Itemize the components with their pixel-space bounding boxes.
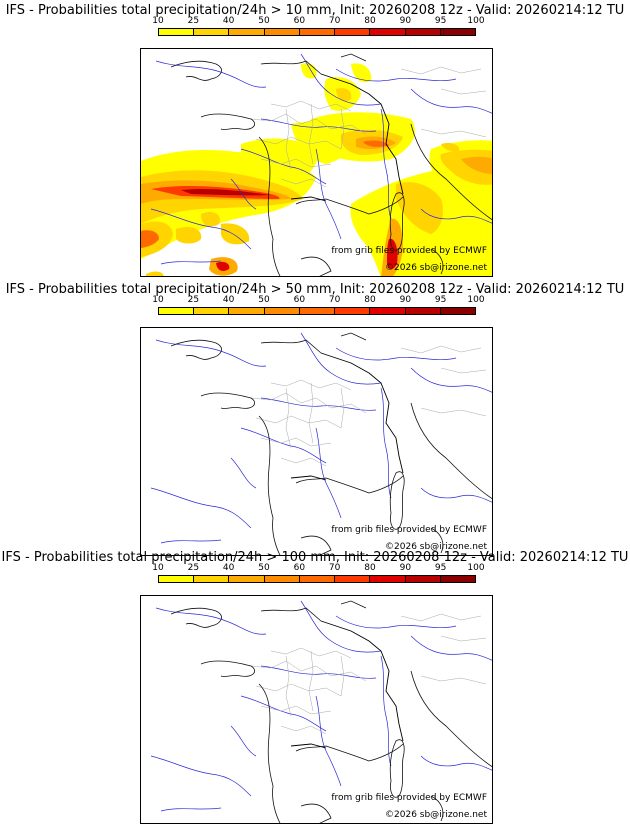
map-area: from grib files provided by ECMWF ©2026 …: [140, 48, 493, 277]
colorbar-swatch: [194, 576, 230, 582]
colorbar-swatch: [335, 29, 371, 35]
rivers: [150, 53, 492, 265]
colorbar-ticks: 10 25 40 50 60 70 80 90 95 100: [152, 295, 484, 306]
colorbar-swatch: [440, 576, 475, 582]
colorbar-swatch: [159, 29, 195, 35]
panel-title: IFS - Probabilities total precipitation/…: [1, 550, 629, 565]
colorbar-swatch: [229, 576, 265, 582]
colorbar-tick-label: 100: [467, 295, 485, 305]
colorbar-swatches: [158, 28, 476, 36]
colorbar-swatch: [299, 29, 336, 35]
colorbar-swatch: [229, 29, 265, 35]
colorbar-swatch: [159, 308, 195, 314]
colorbar-ticks: 10 25 40 50 60 70 80 90 95 100: [152, 563, 484, 574]
colorbar-swatch: [299, 576, 336, 582]
colorbar-swatch: [264, 29, 300, 35]
colorbar-swatches: [158, 575, 476, 583]
colorbar-tick-label: 25: [187, 295, 200, 305]
colorbar-swatch: [370, 576, 406, 582]
credit-copyright: ©2026 sb@irizone.net: [385, 542, 487, 552]
colorbar-swatch: [299, 308, 336, 314]
map-area: from grib files provided by ECMWF ©2026 …: [140, 327, 493, 556]
credit-source: from grib files provided by ECMWF: [331, 793, 487, 803]
colorbar-swatch: [405, 29, 441, 35]
colorbar-tick-label: 50: [258, 16, 270, 26]
panel-10mm: IFS - Probabilities total precipitation/…: [0, 0, 630, 277]
precipitation-field: [141, 63, 492, 276]
colorbar-swatch: [335, 308, 371, 314]
colorbar-tick-label: 40: [222, 563, 235, 573]
country-borders: [290, 352, 404, 481]
colorbar: 10 25 40 50 60 70 80 90 95 100: [152, 563, 485, 589]
colorbar-tick-label: 25: [187, 16, 200, 26]
colorbar-tick-label: 60: [293, 563, 306, 573]
map-svg: [150, 600, 492, 823]
coastlines: [170, 53, 492, 276]
colorbar-tick-label: 95: [434, 563, 447, 573]
colorbar-tick-label: 10: [152, 563, 164, 573]
colorbar-swatch: [335, 576, 371, 582]
coastlines: [170, 332, 492, 555]
colorbar-tick-label: 80: [364, 295, 376, 305]
colorbar: 10 25 40 50 60 70 80 90 95 100: [152, 295, 485, 321]
colorbar-tick-label: 25: [187, 563, 200, 573]
credit-source: from grib files provided by ECMWF: [331, 525, 487, 535]
colorbar-ticks: 10 25 40 50 60 70 80 90 95 100: [152, 16, 484, 27]
colorbar-tick-label: 10: [152, 295, 164, 305]
panel-100mm: IFS - Probabilities total precipitation/…: [0, 547, 630, 824]
panel-title: IFS - Probabilities total precipitation/…: [5, 282, 625, 297]
colorbar: 10 25 40 50 60 70 80 90 95 100: [152, 16, 485, 42]
colorbar-tick-label: 60: [293, 16, 306, 26]
colorbar-tick-label: 90: [399, 16, 412, 26]
colorbar-swatch: [264, 576, 300, 582]
colorbar-tick-label: 50: [258, 563, 270, 573]
admin-borders: [250, 613, 487, 735]
colorbar-swatch: [194, 29, 230, 35]
colorbar-tick-label: 80: [364, 563, 376, 573]
colorbar-swatch: [405, 308, 441, 314]
admin-borders: [250, 66, 487, 188]
colorbar-tick-label: 60: [293, 295, 306, 305]
colorbar-swatch: [370, 308, 406, 314]
coastlines: [170, 600, 492, 823]
rivers: [150, 600, 492, 812]
admin-borders: [250, 345, 487, 467]
colorbar-tick-label: 70: [328, 16, 341, 26]
credit-source: from grib files provided by ECMWF: [331, 246, 487, 256]
map-area: from grib files provided by ECMWF ©2026 …: [140, 595, 493, 824]
credit-copyright: ©2026 sb@irizone.net: [385, 263, 487, 273]
colorbar-tick-label: 10: [152, 16, 164, 26]
map-svg: [150, 332, 492, 555]
colorbar-swatch: [159, 576, 195, 582]
credit-copyright: ©2026 sb@irizone.net: [385, 810, 487, 820]
colorbar-swatch: [194, 308, 230, 314]
colorbar-tick-label: 70: [328, 295, 341, 305]
colorbar-swatch: [370, 29, 406, 35]
colorbar-tick-label: 90: [399, 563, 412, 573]
colorbar-swatch: [440, 308, 475, 314]
colorbar-tick-label: 50: [258, 295, 270, 305]
colorbar-tick-label: 95: [434, 295, 447, 305]
map-svg: [141, 53, 492, 276]
colorbar-tick-label: 100: [467, 563, 485, 573]
colorbar-tick-label: 40: [222, 295, 235, 305]
colorbar-tick-label: 95: [434, 16, 447, 26]
country-borders: [290, 73, 404, 202]
colorbar-tick-label: 80: [364, 16, 376, 26]
colorbar-tick-label: 40: [222, 16, 235, 26]
colorbar-swatch: [264, 308, 300, 314]
panel-50mm: IFS - Probabilities total precipitation/…: [0, 279, 630, 556]
colorbar-tick-label: 100: [467, 16, 485, 26]
colorbar-swatches: [158, 307, 476, 315]
colorbar-swatch: [229, 308, 265, 314]
rivers: [150, 332, 492, 544]
colorbar-swatch: [440, 29, 475, 35]
country-borders: [290, 620, 404, 749]
colorbar-swatch: [405, 576, 441, 582]
colorbar-tick-label: 70: [328, 563, 341, 573]
panel-title: IFS - Probabilities total precipitation/…: [5, 3, 625, 18]
colorbar-tick-label: 90: [399, 295, 412, 305]
